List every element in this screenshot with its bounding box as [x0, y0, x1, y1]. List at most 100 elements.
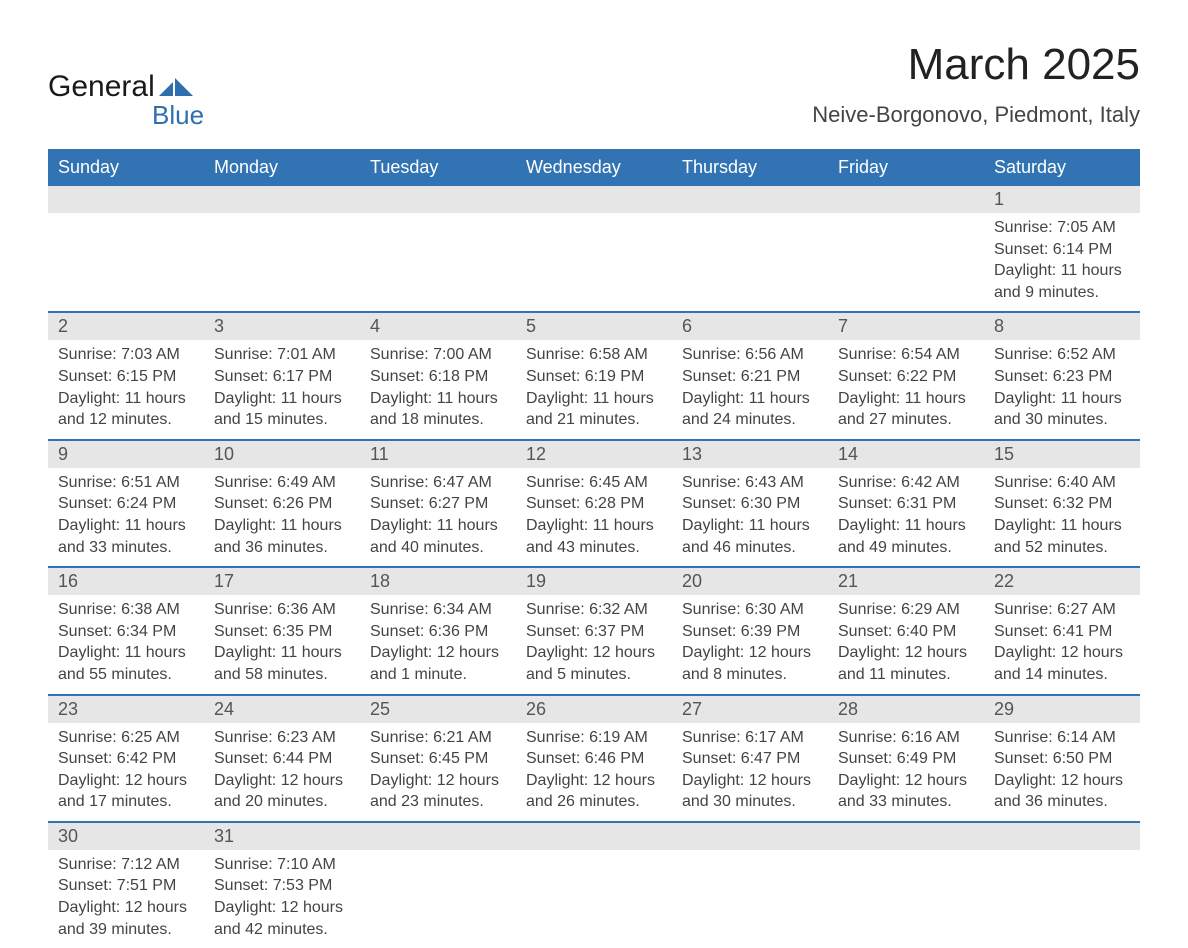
day-number: 15 [984, 441, 1140, 468]
day-number: 8 [984, 313, 1140, 340]
calendar-cell: 26Sunrise: 6:19 AMSunset: 6:46 PMDayligh… [516, 695, 672, 822]
sunrise-text: Sunrise: 6:34 AM [370, 599, 506, 621]
calendar-week-row: 1Sunrise: 7:05 AMSunset: 6:14 PMDaylight… [48, 186, 1140, 312]
day-body: Sunrise: 7:05 AMSunset: 6:14 PMDaylight:… [984, 213, 1140, 311]
logo-mark-icon [159, 72, 193, 102]
day-number: 25 [360, 696, 516, 723]
day-body: Sunrise: 6:43 AMSunset: 6:30 PMDaylight:… [672, 468, 828, 566]
daylight-text: Daylight: 11 hours and 49 minutes. [838, 515, 974, 558]
day-body: Sunrise: 6:42 AMSunset: 6:31 PMDaylight:… [828, 468, 984, 566]
sunrise-text: Sunrise: 6:14 AM [994, 727, 1130, 749]
day-body: Sunrise: 6:29 AMSunset: 6:40 PMDaylight:… [828, 595, 984, 693]
sunrise-text: Sunrise: 6:23 AM [214, 727, 350, 749]
sunrise-text: Sunrise: 6:45 AM [526, 472, 662, 494]
day-body: Sunrise: 6:36 AMSunset: 6:35 PMDaylight:… [204, 595, 360, 693]
sunset-text: Sunset: 6:46 PM [526, 748, 662, 770]
calendar-cell: 1Sunrise: 7:05 AMSunset: 6:14 PMDaylight… [984, 186, 1140, 312]
weekday-header: Saturday [984, 149, 1140, 186]
sunset-text: Sunset: 6:24 PM [58, 493, 194, 515]
daylight-text: Daylight: 11 hours and 33 minutes. [58, 515, 194, 558]
day-body: Sunrise: 6:30 AMSunset: 6:39 PMDaylight:… [672, 595, 828, 693]
day-body: Sunrise: 6:25 AMSunset: 6:42 PMDaylight:… [48, 723, 204, 821]
day-body: Sunrise: 7:03 AMSunset: 6:15 PMDaylight:… [48, 340, 204, 438]
daylight-text: Daylight: 11 hours and 27 minutes. [838, 388, 974, 431]
daylight-text: Daylight: 11 hours and 58 minutes. [214, 642, 350, 685]
sunset-text: Sunset: 6:37 PM [526, 621, 662, 643]
sunrise-text: Sunrise: 6:16 AM [838, 727, 974, 749]
day-number [672, 186, 828, 213]
daylight-text: Daylight: 11 hours and 24 minutes. [682, 388, 818, 431]
calendar-week-row: 16Sunrise: 6:38 AMSunset: 6:34 PMDayligh… [48, 567, 1140, 694]
calendar-week-row: 9Sunrise: 6:51 AMSunset: 6:24 PMDaylight… [48, 440, 1140, 567]
weekday-header: Tuesday [360, 149, 516, 186]
day-number: 26 [516, 696, 672, 723]
daylight-text: Daylight: 12 hours and 36 minutes. [994, 770, 1130, 813]
day-body: Sunrise: 6:19 AMSunset: 6:46 PMDaylight:… [516, 723, 672, 821]
calendar-cell: 19Sunrise: 6:32 AMSunset: 6:37 PMDayligh… [516, 567, 672, 694]
calendar-cell: 31Sunrise: 7:10 AMSunset: 7:53 PMDayligh… [204, 822, 360, 948]
calendar-cell: 18Sunrise: 6:34 AMSunset: 6:36 PMDayligh… [360, 567, 516, 694]
day-body: Sunrise: 6:38 AMSunset: 6:34 PMDaylight:… [48, 595, 204, 693]
header-bar: General Blue March 2025 Neive-Borgonovo,… [48, 40, 1140, 131]
sunset-text: Sunset: 6:27 PM [370, 493, 506, 515]
day-number: 20 [672, 568, 828, 595]
sunrise-text: Sunrise: 6:40 AM [994, 472, 1130, 494]
day-body: Sunrise: 6:34 AMSunset: 6:36 PMDaylight:… [360, 595, 516, 693]
day-number: 11 [360, 441, 516, 468]
sunset-text: Sunset: 6:21 PM [682, 366, 818, 388]
day-body: Sunrise: 6:23 AMSunset: 6:44 PMDaylight:… [204, 723, 360, 821]
sunrise-text: Sunrise: 6:27 AM [994, 599, 1130, 621]
calendar-cell: 27Sunrise: 6:17 AMSunset: 6:47 PMDayligh… [672, 695, 828, 822]
sunset-text: Sunset: 6:19 PM [526, 366, 662, 388]
calendar-cell [360, 822, 516, 948]
day-body: Sunrise: 6:56 AMSunset: 6:21 PMDaylight:… [672, 340, 828, 438]
sunset-text: Sunset: 6:32 PM [994, 493, 1130, 515]
calendar-cell [516, 822, 672, 948]
daylight-text: Daylight: 11 hours and 52 minutes. [994, 515, 1130, 558]
day-body: Sunrise: 6:17 AMSunset: 6:47 PMDaylight:… [672, 723, 828, 821]
day-body: Sunrise: 6:47 AMSunset: 6:27 PMDaylight:… [360, 468, 516, 566]
day-number [984, 823, 1140, 850]
daylight-text: Daylight: 12 hours and 23 minutes. [370, 770, 506, 813]
sunset-text: Sunset: 6:23 PM [994, 366, 1130, 388]
calendar-cell: 25Sunrise: 6:21 AMSunset: 6:45 PMDayligh… [360, 695, 516, 822]
calendar-cell: 9Sunrise: 6:51 AMSunset: 6:24 PMDaylight… [48, 440, 204, 567]
daylight-text: Daylight: 12 hours and 30 minutes. [682, 770, 818, 813]
day-number: 30 [48, 823, 204, 850]
day-body: Sunrise: 6:14 AMSunset: 6:50 PMDaylight:… [984, 723, 1140, 821]
calendar-cell: 29Sunrise: 6:14 AMSunset: 6:50 PMDayligh… [984, 695, 1140, 822]
day-number [360, 186, 516, 213]
logo-word1: General [48, 72, 155, 102]
calendar-cell: 24Sunrise: 6:23 AMSunset: 6:44 PMDayligh… [204, 695, 360, 822]
sunset-text: Sunset: 6:36 PM [370, 621, 506, 643]
sunset-text: Sunset: 6:42 PM [58, 748, 194, 770]
daylight-text: Daylight: 11 hours and 43 minutes. [526, 515, 662, 558]
calendar-cell [984, 822, 1140, 948]
day-number: 5 [516, 313, 672, 340]
daylight-text: Daylight: 12 hours and 11 minutes. [838, 642, 974, 685]
daylight-text: Daylight: 12 hours and 33 minutes. [838, 770, 974, 813]
day-body [204, 213, 360, 293]
day-body: Sunrise: 6:27 AMSunset: 6:41 PMDaylight:… [984, 595, 1140, 693]
day-number [672, 823, 828, 850]
day-number: 9 [48, 441, 204, 468]
sunset-text: Sunset: 6:26 PM [214, 493, 350, 515]
sunset-text: Sunset: 6:35 PM [214, 621, 350, 643]
day-number: 24 [204, 696, 360, 723]
calendar-cell: 3Sunrise: 7:01 AMSunset: 6:17 PMDaylight… [204, 312, 360, 439]
day-number: 16 [48, 568, 204, 595]
daylight-text: Daylight: 12 hours and 8 minutes. [682, 642, 818, 685]
day-number [516, 823, 672, 850]
calendar-cell: 23Sunrise: 6:25 AMSunset: 6:42 PMDayligh… [48, 695, 204, 822]
weekday-header: Wednesday [516, 149, 672, 186]
weekday-header-row: SundayMondayTuesdayWednesdayThursdayFrid… [48, 149, 1140, 186]
sunrise-text: Sunrise: 6:17 AM [682, 727, 818, 749]
title-block: March 2025 Neive-Borgonovo, Piedmont, It… [812, 40, 1140, 128]
calendar-cell: 21Sunrise: 6:29 AMSunset: 6:40 PMDayligh… [828, 567, 984, 694]
daylight-text: Daylight: 11 hours and 55 minutes. [58, 642, 194, 685]
calendar-table: SundayMondayTuesdayWednesdayThursdayFrid… [48, 149, 1140, 948]
sunrise-text: Sunrise: 6:54 AM [838, 344, 974, 366]
calendar-cell: 10Sunrise: 6:49 AMSunset: 6:26 PMDayligh… [204, 440, 360, 567]
weekday-header: Friday [828, 149, 984, 186]
day-body: Sunrise: 6:32 AMSunset: 6:37 PMDaylight:… [516, 595, 672, 693]
